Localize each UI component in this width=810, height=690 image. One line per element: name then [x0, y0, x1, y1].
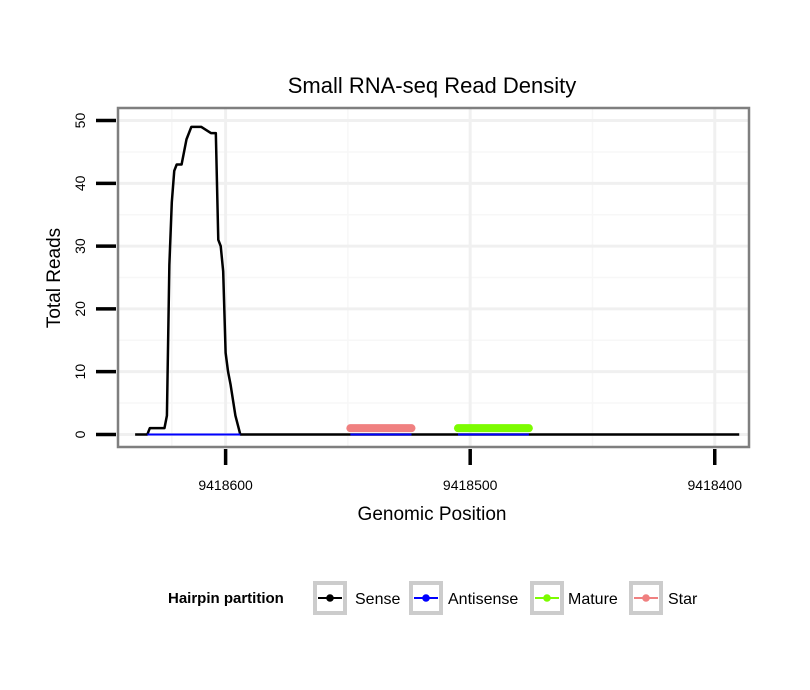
series-layer [135, 125, 740, 436]
x-axis-label: Genomic Position [358, 504, 507, 525]
y-tick-label: 50 [72, 113, 88, 129]
legend-point-mature [543, 594, 551, 602]
legend-label-antisense: Antisense [448, 591, 518, 608]
y-tick-label: 40 [72, 175, 88, 191]
legend-label-sense: Sense [355, 591, 400, 608]
y-tick-label: 30 [72, 238, 88, 254]
y-axis: 0 10 20 30 40 50 [72, 113, 116, 438]
x-axis: 9418600 9418500 9418400 [198, 449, 742, 493]
minor-gridlines [118, 108, 749, 447]
legend-point-sense [326, 594, 334, 602]
y-tick-label: 0 [72, 430, 88, 438]
legend-title: Hairpin partition [168, 590, 284, 607]
legend-label-star: Star [668, 591, 698, 608]
chart-title: Small RNA-seq Read Density [288, 73, 577, 98]
y-tick-label: 20 [72, 301, 88, 317]
legend-point-star [642, 594, 650, 602]
plot-panel-border [116, 106, 751, 449]
legend-point-antisense [422, 594, 430, 602]
legend-label-mature: Mature [568, 591, 618, 608]
y-tick-label: 10 [72, 364, 88, 380]
y-axis-label: Total Reads [44, 228, 65, 328]
legend: Hairpin partition Sense Antisense Mature St… [168, 581, 698, 615]
series-sense-line [135, 125, 740, 436]
x-tick-label: 9418600 [198, 477, 253, 493]
x-tick-label: 9418400 [688, 477, 743, 493]
x-tick-label: 9418500 [443, 477, 498, 493]
